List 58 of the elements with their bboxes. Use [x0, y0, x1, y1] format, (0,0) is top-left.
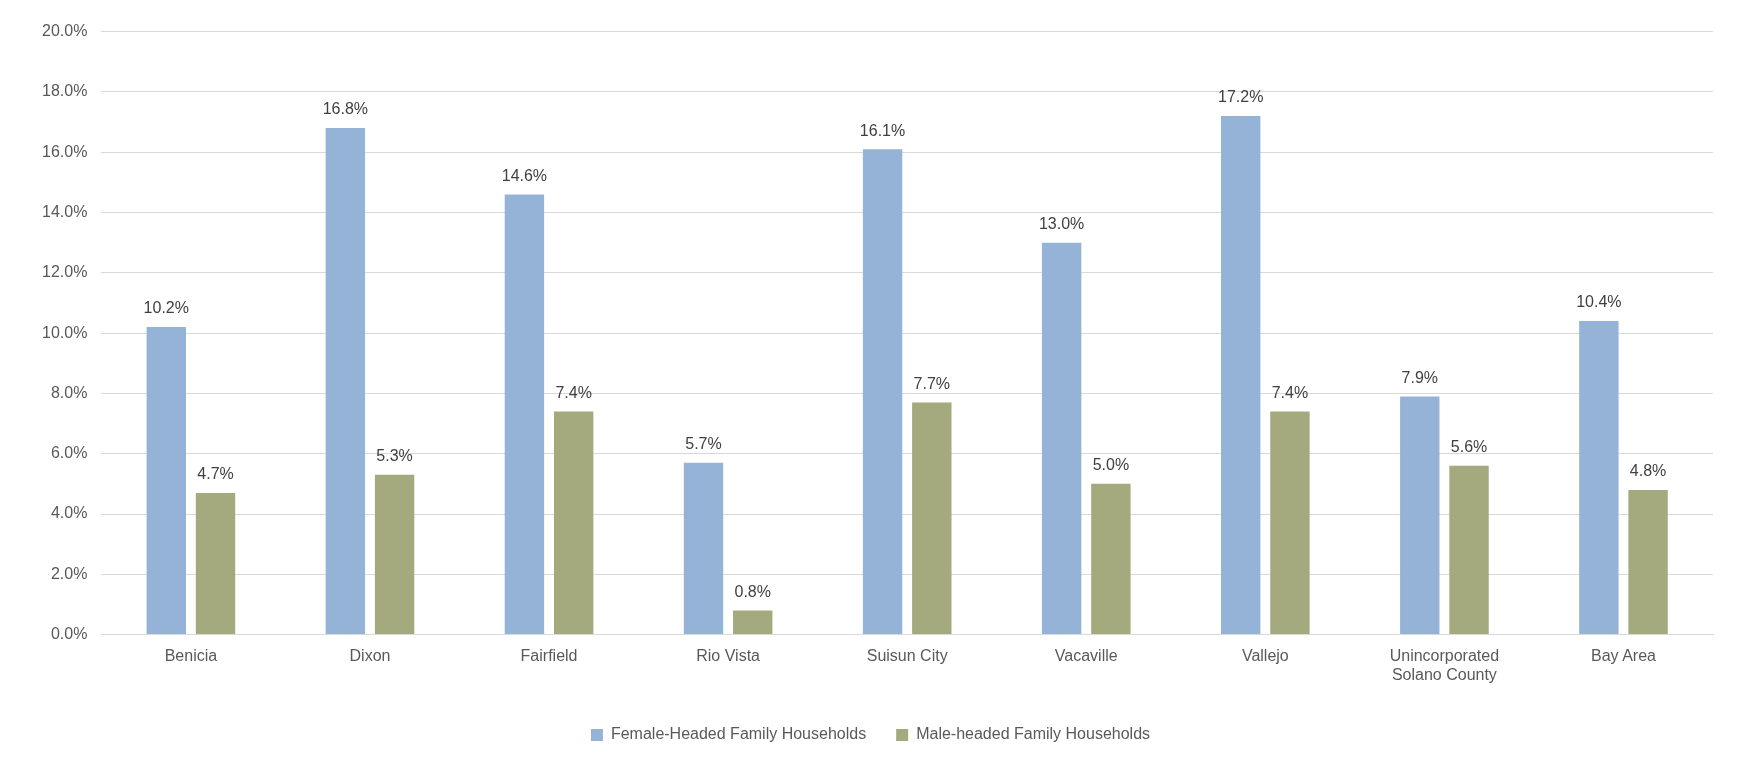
bar [146, 327, 186, 635]
bar [1579, 321, 1619, 635]
y-tick-label: 8.0% [50, 383, 88, 401]
bar [553, 411, 594, 635]
bar [862, 149, 903, 635]
x-tick-label: Suisun City [866, 646, 948, 664]
data-label: 4.7% [197, 465, 234, 483]
y-tick-label: 2.0% [50, 564, 88, 582]
x-tick-label: Unincorporated Solano County [1389, 646, 1500, 683]
bar [1270, 411, 1310, 635]
data-label: 0.8% [734, 582, 771, 600]
x-tick-label: Dixon [349, 646, 391, 664]
data-label: 16.1% [859, 121, 906, 139]
legend-label: Female-Headed Family Households [610, 725, 867, 743]
data-label: 7.9% [1401, 368, 1439, 386]
bar [195, 492, 236, 635]
bar [1041, 242, 1082, 635]
y-tick-label: 4.0% [50, 504, 88, 522]
x-tick-label: Vallejo [1241, 646, 1289, 664]
data-label: 5.3% [376, 447, 413, 465]
data-label: 10.2% [143, 299, 189, 317]
x-tick-label: Rio Vista [696, 646, 761, 664]
y-tick-label: 0.0% [50, 625, 88, 643]
bar [374, 474, 415, 635]
data-label: 5.7% [685, 435, 722, 453]
y-tick-label: 6.0% [50, 444, 88, 462]
bar [1221, 116, 1261, 635]
bar [1400, 396, 1440, 635]
bar [1091, 483, 1131, 635]
bar [733, 610, 773, 635]
data-label: 14.6% [501, 166, 548, 184]
legend-label: Male-headed Family Households [916, 725, 1151, 743]
data-label: 5.0% [1092, 456, 1130, 474]
y-tick-label: 16.0% [41, 142, 88, 160]
data-label: 13.0% [1038, 215, 1085, 233]
x-tick-label: Fairfield [520, 646, 578, 664]
y-tick-label: 18.0% [41, 82, 88, 100]
data-label: 7.4% [555, 383, 592, 401]
bar [1449, 465, 1489, 635]
x-tick-label: Bay Area [1591, 646, 1657, 664]
x-tick-label: Benicia [164, 646, 218, 664]
y-tick-label: 20.0% [41, 22, 88, 40]
bar [912, 402, 952, 635]
y-tick-label: 10.0% [41, 323, 88, 341]
data-label: 5.6% [1450, 438, 1488, 456]
data-label: 7.7% [913, 374, 951, 392]
y-tick-label: 12.0% [41, 263, 88, 281]
data-label: 10.4% [1576, 293, 1622, 311]
data-label: 7.4% [1271, 383, 1309, 401]
y-tick-label: 14.0% [41, 202, 88, 220]
data-label: 4.8% [1629, 462, 1667, 480]
x-tick-label: Vacaville [1054, 646, 1118, 664]
data-label: 16.8% [322, 100, 369, 118]
bar [1628, 489, 1668, 635]
data-label: 17.2% [1218, 88, 1264, 106]
bar [325, 128, 366, 635]
bar [504, 194, 545, 635]
bar [683, 462, 724, 635]
